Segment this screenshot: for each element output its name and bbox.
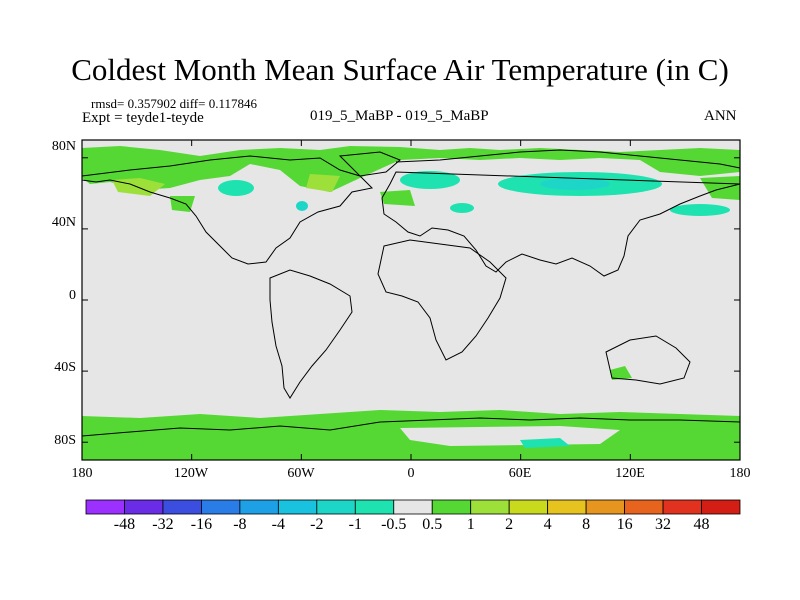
anomaly-australia-green bbox=[610, 366, 632, 380]
colorbar-swatch bbox=[201, 499, 241, 515]
x-tick-label: 120W bbox=[173, 466, 209, 481]
stats-label: rmsd= 0.357902 diff= 0.117846 bbox=[91, 96, 257, 111]
colorbar-swatch bbox=[508, 499, 549, 515]
colorbar-tick-label: 4 bbox=[543, 516, 552, 533]
colorbar-swatch bbox=[239, 499, 279, 515]
colorbar-tick-label: -4 bbox=[271, 516, 285, 533]
x-tick-label: 60W bbox=[287, 466, 315, 481]
colorbar-tick-label: -32 bbox=[152, 516, 174, 533]
colorbar-swatch bbox=[470, 499, 510, 515]
cold-patch-asia-core bbox=[540, 178, 610, 190]
colorbar-tick-label: -16 bbox=[190, 516, 213, 533]
cold-patch-pacific bbox=[670, 204, 730, 216]
anomaly-south-gap bbox=[400, 426, 620, 446]
y-tick-label: 0 bbox=[69, 288, 76, 303]
colorbar-tick-label: 48 bbox=[693, 516, 710, 533]
colorbar-swatch bbox=[162, 499, 202, 515]
coast-africa bbox=[377, 239, 507, 361]
anomaly-south-cold bbox=[520, 438, 570, 448]
colorbar bbox=[85, 499, 741, 515]
colorbar-swatch bbox=[393, 499, 433, 515]
colorbar-tick-label: 16 bbox=[616, 516, 633, 533]
cold-anomaly-regions bbox=[218, 171, 730, 216]
colorbar-swatch bbox=[277, 499, 318, 515]
colorbar-tick-label: 0.5 bbox=[422, 516, 443, 533]
colorbar-swatch bbox=[85, 499, 125, 515]
colorbar-tick-label: -48 bbox=[113, 516, 136, 533]
x-tick-label: 180 bbox=[71, 466, 93, 481]
anomaly-east-green bbox=[700, 176, 740, 200]
colorbar-swatch bbox=[124, 499, 164, 515]
y-tick-label: 80N bbox=[51, 139, 76, 154]
coast-eurasia bbox=[381, 149, 741, 277]
cold-patch-canada bbox=[296, 201, 308, 211]
colorbar-swatch bbox=[431, 499, 472, 515]
colorbar-tick-label: -2 bbox=[310, 516, 324, 533]
y-tick-label: 80S bbox=[54, 433, 76, 448]
colorbar-tick-label: 8 bbox=[582, 516, 591, 533]
colorbar-swatch bbox=[624, 499, 664, 515]
x-tick-label: 120E bbox=[615, 466, 645, 481]
colorbar-swatch bbox=[585, 499, 625, 515]
x-tick-label: 0 bbox=[407, 466, 415, 481]
y-tick-label: 40S bbox=[54, 360, 76, 375]
colorbar-tick-label: 1 bbox=[466, 516, 475, 533]
colorbar-tick-label: 2 bbox=[505, 516, 514, 533]
coast-antarctica bbox=[81, 417, 741, 437]
anomaly-north-band bbox=[82, 146, 740, 192]
coast-greenland bbox=[338, 151, 401, 177]
cold-patch-siberia bbox=[400, 171, 460, 189]
colorbar-swatch bbox=[701, 499, 741, 515]
x-tick-label: 180 bbox=[729, 466, 751, 481]
x-tick-label: 60E bbox=[508, 466, 532, 481]
colorbar-tick-label: 32 bbox=[655, 516, 672, 533]
cold-patch-alaska bbox=[218, 180, 254, 196]
colorbar-tick-label: -8 bbox=[233, 516, 247, 533]
experiment-label: Expt = teyde1-teyde bbox=[82, 110, 204, 126]
coast-north-america bbox=[81, 155, 374, 265]
colorbar-tick-label: -1 bbox=[348, 516, 362, 533]
coast-australia bbox=[605, 335, 691, 385]
colorbar-swatch bbox=[354, 499, 395, 515]
southern-anomalies bbox=[82, 366, 740, 460]
colorbar-swatch bbox=[662, 499, 702, 515]
comparison-label: 019_5_MaBP - 019_5_MaBP bbox=[310, 108, 489, 124]
colorbar-tick-label: -0.5 bbox=[381, 516, 407, 533]
coast-south-america bbox=[269, 269, 353, 399]
coastlines bbox=[81, 149, 741, 437]
anomaly-north-yellow-2 bbox=[306, 174, 340, 192]
axis-ticks bbox=[81, 140, 741, 460]
cold-patch-europe bbox=[450, 203, 474, 213]
colorbar-swatch bbox=[316, 499, 356, 515]
chart-title: Coldest Month Mean Surface Air Temperatu… bbox=[71, 52, 729, 87]
season-label: ANN bbox=[704, 108, 737, 124]
colorbar-swatch bbox=[547, 499, 587, 515]
anomaly-europe-green bbox=[380, 190, 415, 206]
y-tick-label: 40N bbox=[51, 215, 76, 230]
